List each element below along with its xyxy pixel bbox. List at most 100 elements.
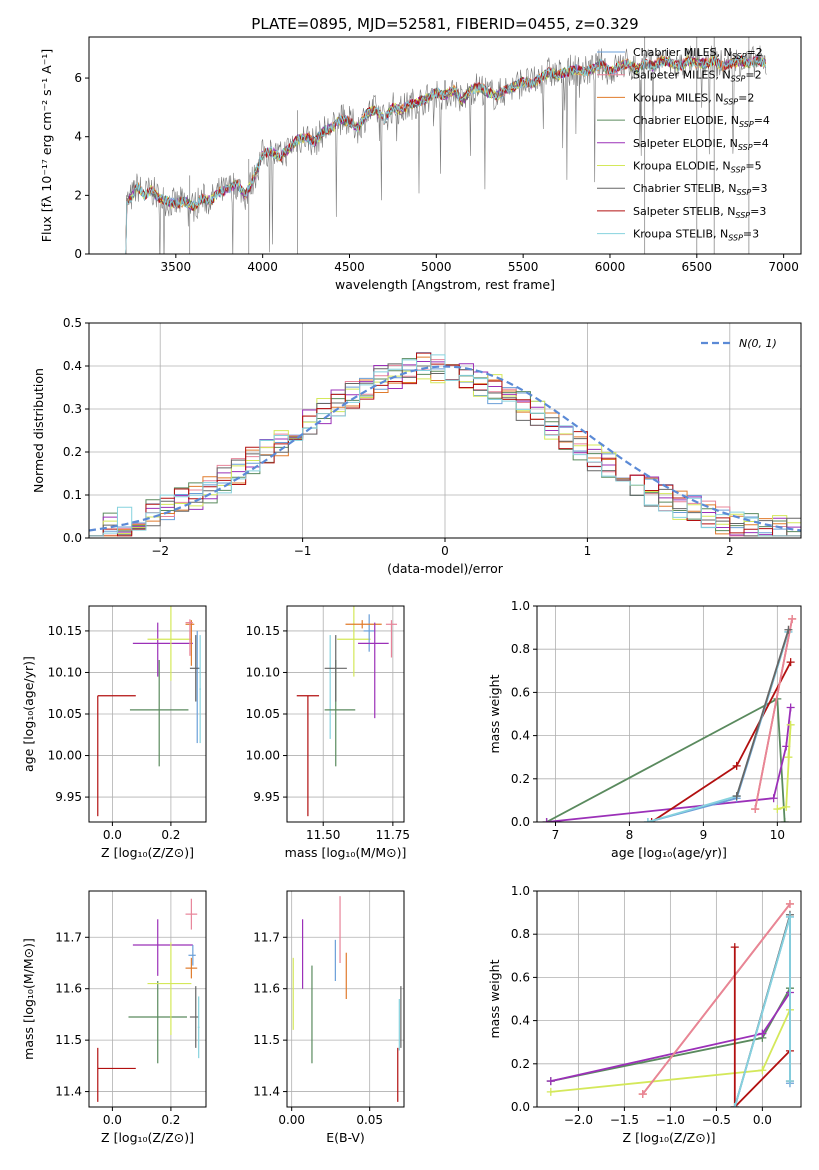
y-tick-label: 0.8 (511, 642, 530, 656)
data-point (345, 620, 382, 629)
panel-mass_vs_Z: 0.0 0.2 11.4 11.5 11.6 11.7 Z [log₁₀(Z/Z⊙)] mas… (21, 890, 207, 1145)
legend-count: =4 (753, 137, 769, 150)
x-tick-label: 5500 (508, 260, 539, 274)
y-tick-label: 10.05 (48, 707, 82, 721)
legend-name: Chabrier MILES, N (633, 46, 732, 59)
x-tick-label: 7000 (768, 260, 799, 274)
y-tick-label: 11.6 (253, 982, 280, 996)
axes-frame (536, 890, 802, 1108)
weight-series-line (647, 631, 790, 822)
y-tick-label: 0.1 (63, 488, 82, 502)
y-tick-label: 1.0 (511, 599, 530, 613)
y-tick-label: 0.2 (511, 772, 530, 786)
weight-series-line (777, 724, 792, 810)
y-tick-label: 9.95 (55, 790, 82, 804)
x-tick-label: 9 (700, 828, 708, 842)
x-tick-label: 0.2 (161, 1113, 180, 1127)
x-tick-label: −1.5 (610, 1113, 639, 1127)
weight-series-line (647, 631, 790, 822)
panel-mass_vs_ebv: 0.00 0.05 11.4 11.5 11.6 11.7 E(B-V) (253, 890, 405, 1145)
weight-marker (542, 818, 551, 822)
weight-series-line (546, 707, 792, 822)
x-axis-label: Z [log₁₀(Z/Z⊙)] (101, 845, 194, 860)
x-tick-label: 0.0 (103, 828, 122, 842)
y-tick-label: 0.4 (63, 359, 82, 373)
weight-marker (786, 658, 795, 667)
weight-marker (786, 703, 795, 712)
y-tick-label: 0.8 (511, 927, 530, 941)
x-tick-label: 3500 (161, 260, 192, 274)
plot-area-mass_vs_Z (97, 898, 200, 1102)
x-tick-label: −0.5 (702, 1113, 731, 1127)
plot-area-weight_vs_age (542, 614, 797, 822)
weight-marker (751, 805, 760, 814)
y-tick-label: 0.4 (511, 729, 530, 743)
legend-sub: SSP (728, 234, 743, 243)
data-point (132, 919, 193, 976)
weight-marker (785, 899, 794, 908)
y-tick-label: 0.6 (511, 685, 530, 699)
data-point (296, 695, 320, 817)
legend-name: Salpeter MILES, N (633, 69, 731, 82)
y-tick-label: 6 (74, 71, 82, 85)
x-tick-label: 8 (626, 828, 634, 842)
data-point (337, 606, 371, 677)
data-point (189, 635, 199, 702)
legend-label: Chabrier MILES, NSSP=2 (633, 46, 763, 61)
weight-marker (546, 1077, 555, 1086)
y-axis-label: mass weight (487, 959, 502, 1038)
panel-weight_vs_age: 7 8 9 10 0.0 0.2 0.4 0.6 0.8 1.0 age [log₁₀(age/yr… (487, 599, 802, 860)
plot-area-residuals (89, 352, 801, 537)
y-tick-label: 11.6 (55, 982, 82, 996)
y-tick-label: 10.15 (48, 624, 82, 638)
legend-label: Salpeter STELIB, NSSP=3 (633, 205, 766, 220)
weight-marker (546, 1087, 555, 1096)
data-point (385, 620, 398, 658)
data-point (195, 630, 201, 744)
legend-name: Kroupa STELIB, N (633, 228, 728, 241)
x-tick-label: 7 (552, 828, 560, 842)
data-point (188, 945, 196, 966)
y-tick-label: 0.6 (511, 970, 530, 984)
y-axis-label: age [log₁₀(age/yr)] (21, 656, 36, 772)
y-tick-label: 11.4 (253, 1085, 280, 1099)
histogram-step (89, 359, 801, 537)
x-tick-label: 0.2 (161, 828, 180, 842)
x-axis-label: age [log₁₀(age/yr)] (611, 845, 727, 860)
y-axis-label: mass [log₁₀(M/M⊙)] (21, 938, 36, 1060)
weight-marker (758, 1029, 767, 1038)
panel-weight_vs_Z: −2.0 −1.5 −1.0 −0.5 0.0 0.0 0.2 0.4 0.6 0.8 1.0 Z [… (487, 884, 802, 1145)
legend-label: Salpeter MILES, NSSP=2 (633, 69, 762, 84)
axes-frame (88, 605, 207, 823)
model-spectrum-line (123, 55, 766, 254)
legend-sub: SSP (731, 166, 746, 175)
y-tick-label: 10.10 (246, 665, 280, 679)
plot-area-spectrum (123, 37, 767, 254)
y-tick-label: 11.4 (55, 1085, 82, 1099)
y-axis-label: Normed distribution (31, 368, 46, 493)
data-point (185, 957, 198, 979)
y-tick-label: 0.0 (63, 531, 82, 545)
data-point (185, 898, 198, 930)
x-axis-label: wavelength [Angstrom, rest frame] (335, 277, 555, 292)
weight-series-line (754, 618, 793, 810)
plot-area-weight_vs_Z (546, 899, 794, 1107)
x-axis-label: Z [log₁₀(Z/Z⊙)] (101, 1130, 194, 1145)
legend-label: Chabrier STELIB, NSSP=3 (633, 182, 767, 197)
y-tick-label: 11.7 (253, 930, 280, 944)
legend-sub: SSP (739, 120, 754, 129)
y-tick-label: 11.7 (55, 930, 82, 944)
weight-marker (732, 792, 741, 801)
y-axis-label: mass weight (487, 674, 502, 753)
data-point (197, 996, 200, 1059)
y-tick-label: 4 (74, 130, 82, 144)
data-point (324, 635, 347, 702)
weight-marker (780, 818, 789, 822)
chart-title: PLATE=0895, MJD=52581, FIBERID=0455, z=0… (251, 15, 638, 33)
data-point (132, 622, 193, 677)
data-point (185, 619, 193, 656)
x-tick-label: 6000 (595, 260, 626, 274)
weight-series-line (733, 947, 791, 1107)
legend-name: Kroupa ELODIE, N (633, 160, 731, 173)
